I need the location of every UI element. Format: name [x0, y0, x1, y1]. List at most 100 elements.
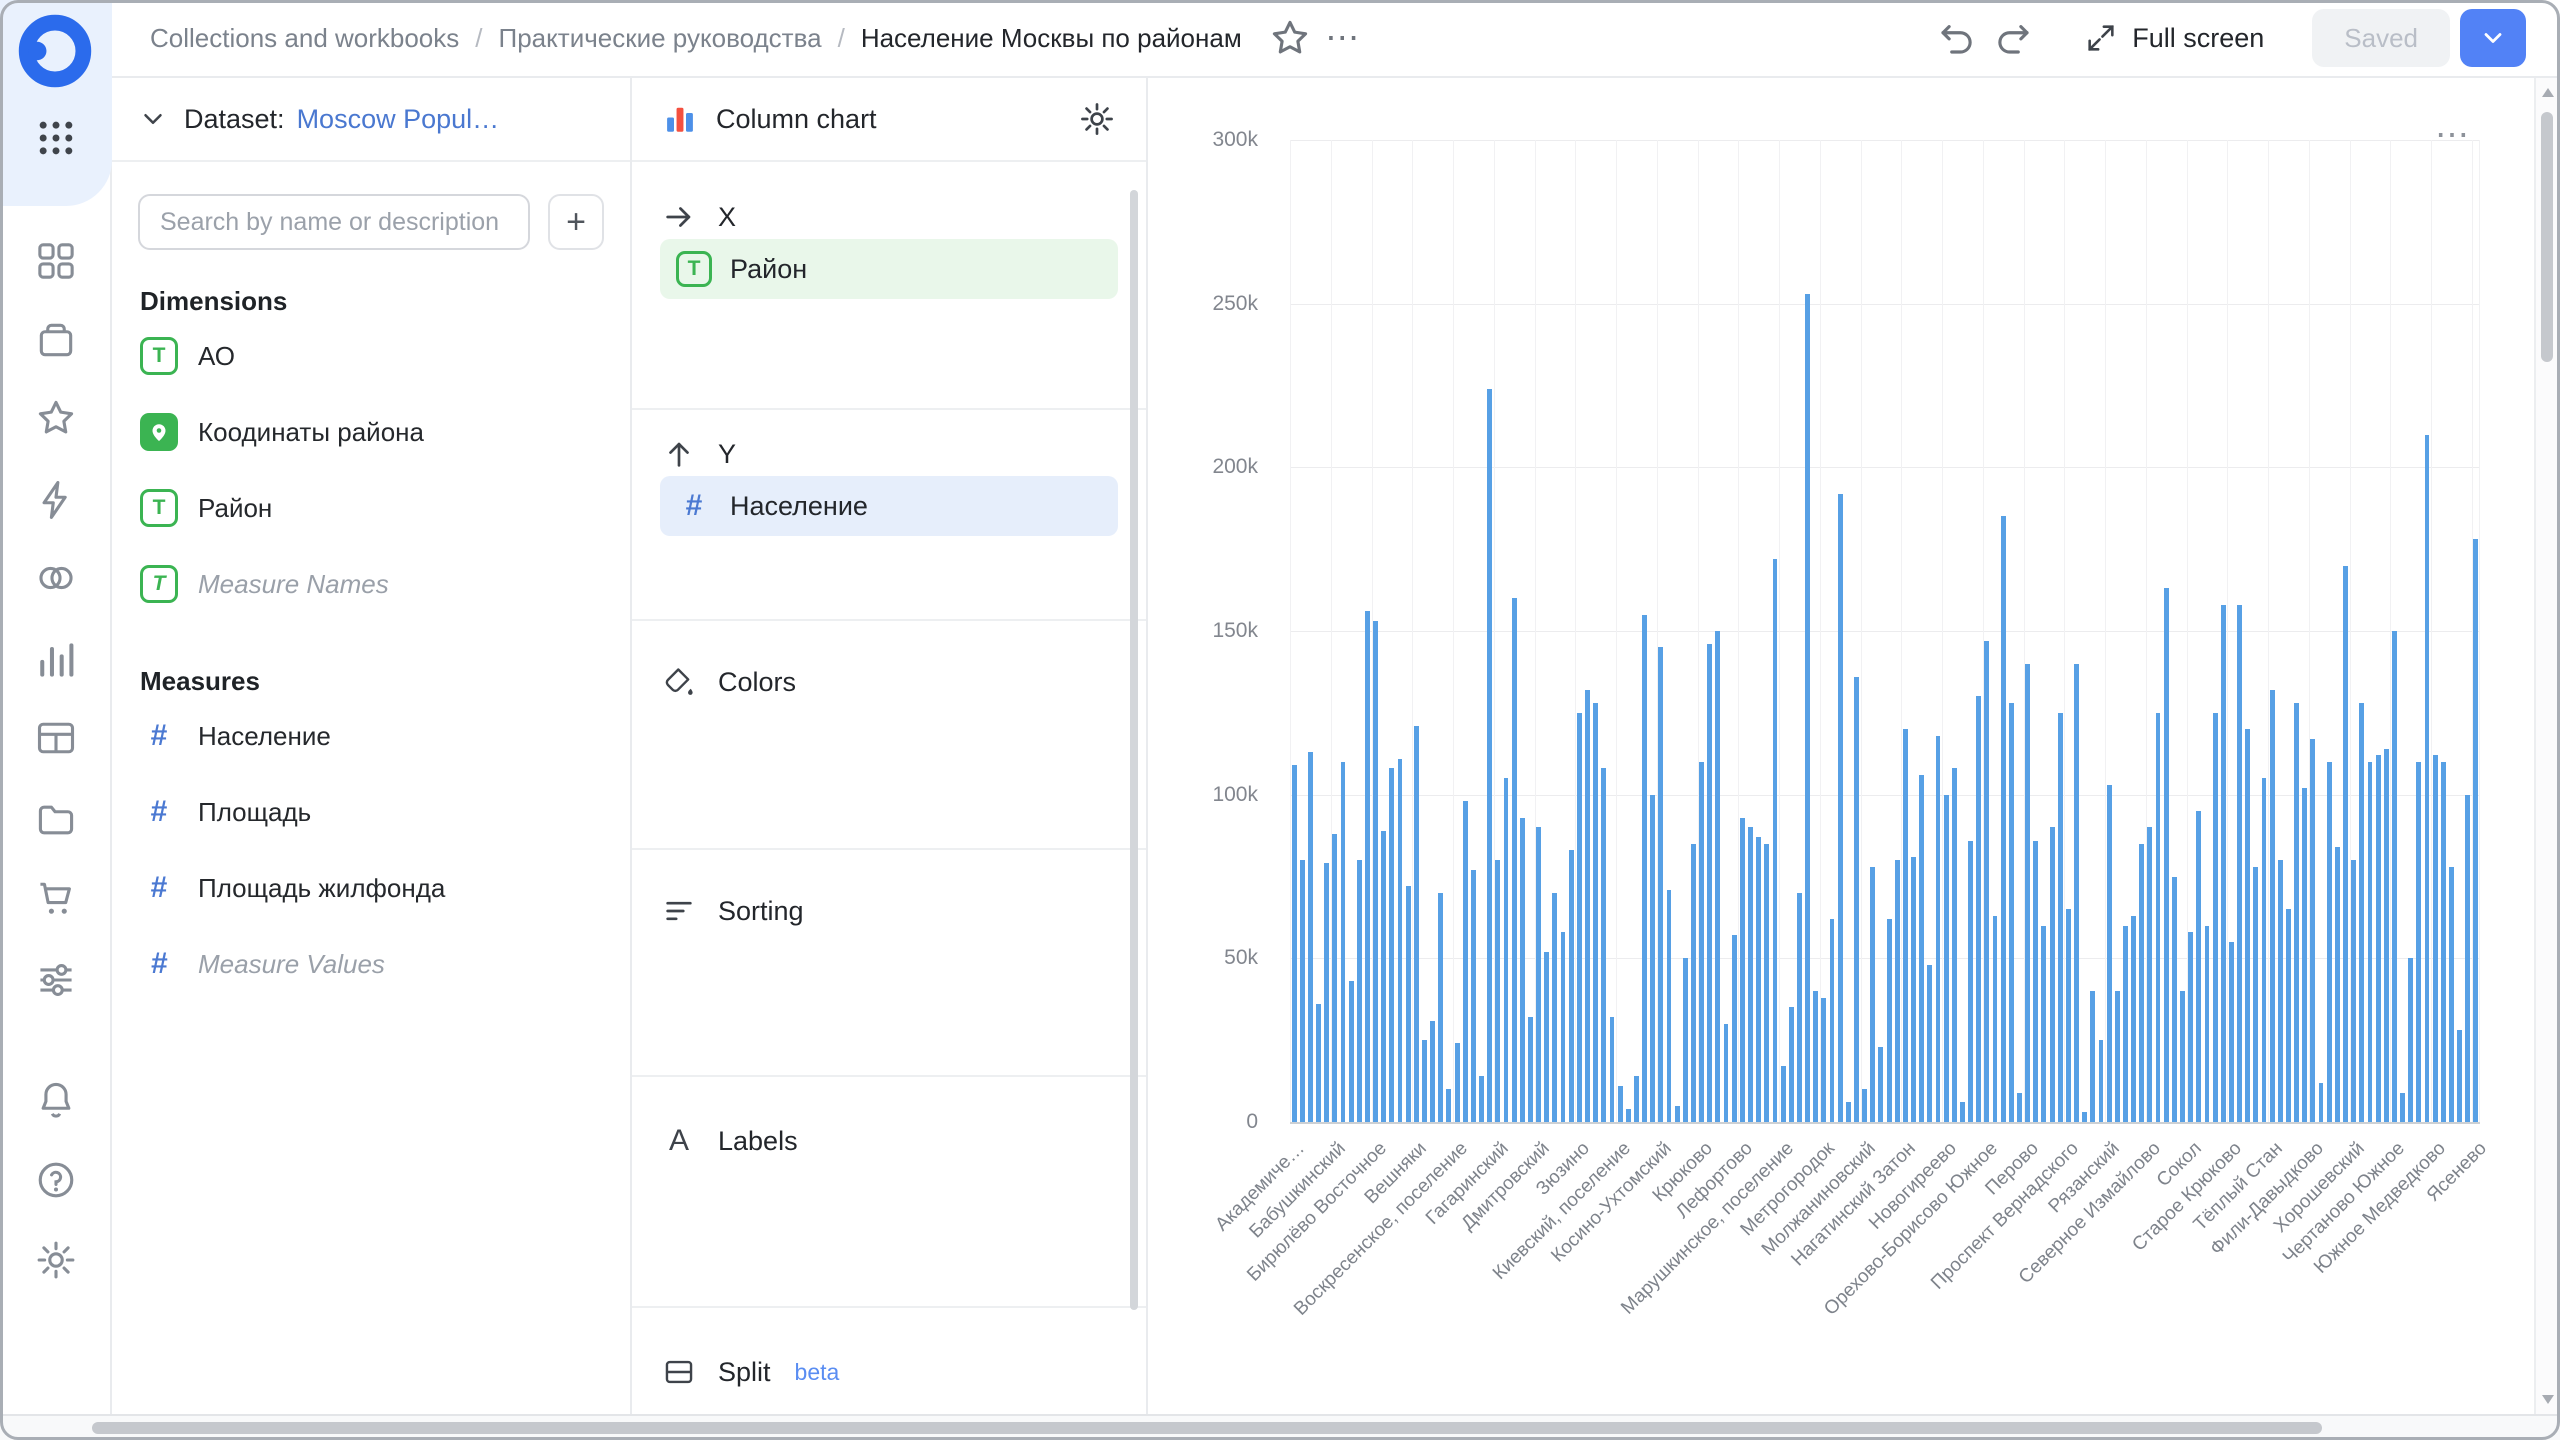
datasets-table-icon[interactable] — [34, 716, 78, 760]
bar[interactable] — [1984, 640, 1990, 1122]
bar[interactable] — [1723, 1023, 1729, 1122]
bar[interactable] — [2196, 811, 2202, 1122]
chart-menu-icon[interactable]: ⋯ — [2429, 114, 2478, 156]
saved-button[interactable]: Saved — [2312, 9, 2450, 67]
bar[interactable] — [1413, 725, 1419, 1122]
bar[interactable] — [1470, 869, 1476, 1122]
bar[interactable] — [1780, 1066, 1786, 1122]
bar[interactable] — [2212, 712, 2218, 1122]
bar[interactable] — [1845, 1102, 1851, 1122]
bar[interactable] — [2440, 761, 2446, 1122]
bar[interactable] — [1976, 696, 1982, 1122]
bar[interactable] — [2261, 778, 2267, 1122]
bar[interactable] — [1739, 817, 1745, 1122]
apps-grid-icon[interactable] — [34, 116, 78, 160]
add-field-button[interactable]: + — [548, 194, 604, 250]
bar[interactable] — [2375, 755, 2381, 1122]
x-section-header[interactable]: X — [632, 195, 1146, 239]
bar[interactable] — [2432, 755, 2438, 1122]
bar[interactable] — [1633, 1076, 1639, 1122]
bar[interactable] — [1674, 1105, 1680, 1122]
scroll-up-arrow-icon[interactable] — [2542, 88, 2554, 97]
bar[interactable] — [1878, 1046, 1884, 1122]
config-panel-scrollbar[interactable] — [1130, 190, 1138, 1310]
bar[interactable] — [1919, 775, 1925, 1122]
bar[interactable] — [1682, 958, 1688, 1122]
bar[interactable] — [2090, 991, 2096, 1122]
bar[interactable] — [1364, 611, 1370, 1122]
field-row-measure-values[interactable]: # Measure Values — [112, 926, 630, 1002]
bar[interactable] — [1658, 647, 1664, 1122]
labels-section-header[interactable]: A Labels — [632, 1119, 1146, 1163]
bar[interactable] — [2033, 840, 2039, 1122]
bar[interactable] — [2228, 941, 2234, 1122]
bar[interactable] — [2114, 991, 2120, 1122]
bar[interactable] — [1291, 765, 1297, 1122]
y-section-header[interactable]: Y — [632, 432, 1146, 476]
bar[interactable] — [1699, 761, 1705, 1122]
files-folder-icon[interactable] — [34, 798, 78, 842]
bar[interactable] — [1397, 758, 1403, 1122]
bar[interactable] — [1968, 840, 1973, 1122]
bar[interactable] — [1625, 1108, 1631, 1122]
bar[interactable] — [1487, 388, 1493, 1122]
bar[interactable] — [1902, 729, 1908, 1122]
bar[interactable] — [2351, 860, 2357, 1122]
scroll-down-arrow-icon[interactable] — [2542, 1395, 2554, 1404]
bar[interactable] — [1805, 293, 1810, 1122]
bar[interactable] — [1943, 794, 1949, 1122]
bar[interactable] — [2155, 712, 2161, 1122]
bar[interactable] — [1911, 856, 1916, 1122]
bar[interactable] — [1992, 915, 1998, 1122]
bar[interactable] — [1519, 817, 1525, 1122]
bar[interactable] — [1748, 827, 1753, 1122]
bar[interactable] — [2359, 703, 2365, 1122]
field-row-coordinates[interactable]: Коодинаты района — [112, 394, 630, 470]
breadcrumb-collections[interactable]: Collections and workbooks — [150, 22, 460, 53]
split-section-header[interactable]: Split beta — [632, 1350, 1146, 1394]
bar[interactable] — [1601, 768, 1607, 1122]
bar[interactable] — [2123, 925, 2128, 1122]
field-row-measure-names[interactable]: T Measure Names — [112, 546, 630, 622]
bar[interactable] — [2310, 739, 2316, 1122]
bar[interactable] — [1446, 1089, 1452, 1122]
bar[interactable] — [2057, 712, 2063, 1122]
bar[interactable] — [2302, 788, 2308, 1122]
bar[interactable] — [1324, 863, 1330, 1122]
colors-section-header[interactable]: Colors — [632, 660, 1146, 704]
bar[interactable] — [1536, 827, 1542, 1122]
bar[interactable] — [1715, 631, 1721, 1122]
favorites-star-icon[interactable] — [34, 396, 78, 440]
bar[interactable] — [2408, 958, 2414, 1122]
connections-rings-icon[interactable] — [34, 556, 78, 600]
bar[interactable] — [2449, 866, 2454, 1122]
bar[interactable] — [1373, 621, 1378, 1122]
bar[interactable] — [2473, 539, 2479, 1122]
bar[interactable] — [1951, 768, 1957, 1122]
bar[interactable] — [1495, 860, 1501, 1122]
bar[interactable] — [2391, 631, 2397, 1122]
notifications-bell-icon[interactable] — [34, 1078, 78, 1122]
bar[interactable] — [1560, 932, 1566, 1122]
bar[interactable] — [1837, 493, 1843, 1122]
bar[interactable] — [2253, 866, 2259, 1122]
x-field-chip[interactable]: T Район — [660, 239, 1118, 299]
bar[interactable] — [1813, 991, 1819, 1122]
bar[interactable] — [2147, 827, 2153, 1122]
bar[interactable] — [1438, 892, 1444, 1122]
bar[interactable] — [2163, 588, 2169, 1122]
bar[interactable] — [2065, 909, 2071, 1122]
dashboards-grid-icon[interactable] — [34, 239, 78, 283]
bar[interactable] — [1503, 778, 1509, 1122]
bar[interactable] — [2131, 915, 2137, 1122]
bar[interactable] — [1316, 1004, 1321, 1122]
bar[interactable] — [1576, 712, 1582, 1122]
bar[interactable] — [1959, 1102, 1965, 1122]
breadcrumb-workbook[interactable]: Практические руководства — [498, 22, 822, 53]
bar[interactable] — [2074, 663, 2079, 1122]
field-row-housing-area[interactable]: # Площадь жилфонда — [112, 850, 630, 926]
bar[interactable] — [1707, 644, 1713, 1122]
bar[interactable] — [2106, 784, 2112, 1122]
field-row-district[interactable]: T Район — [112, 470, 630, 546]
bar[interactable] — [2269, 689, 2275, 1122]
